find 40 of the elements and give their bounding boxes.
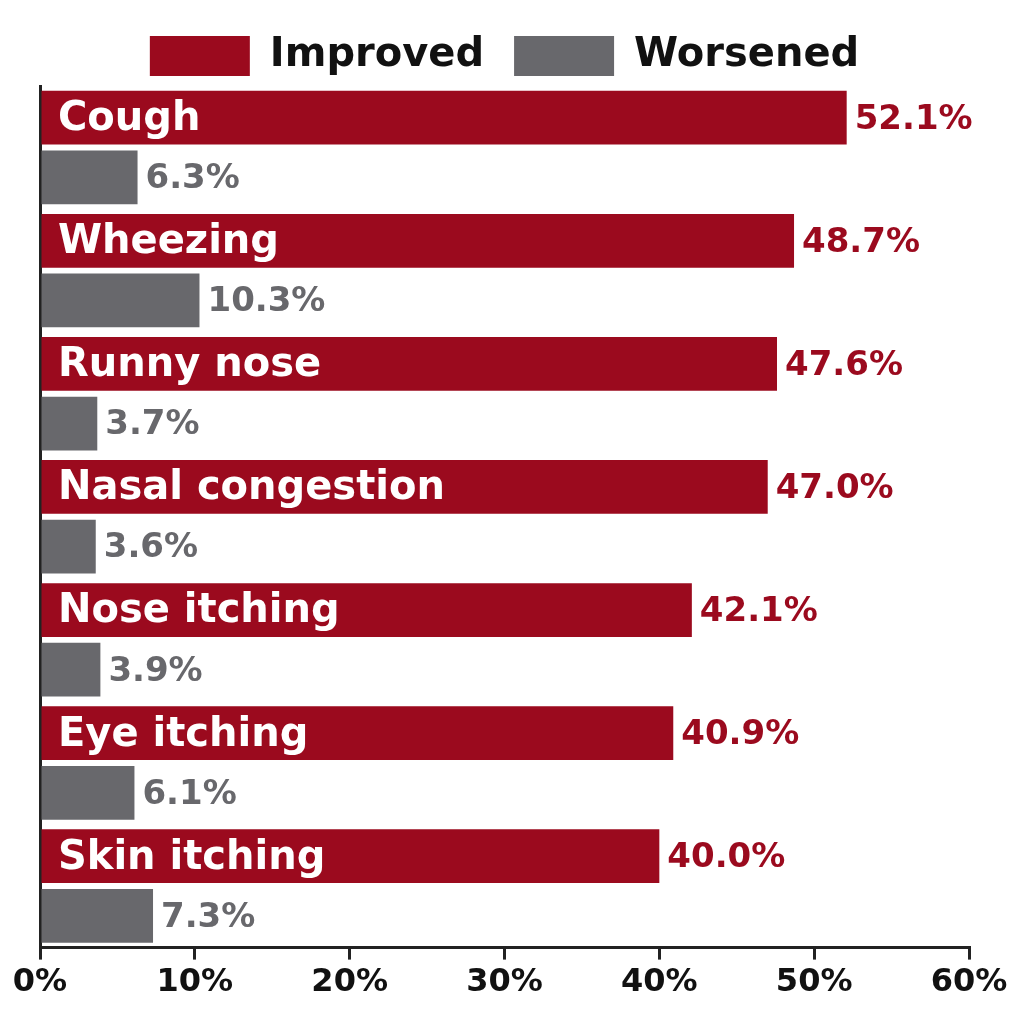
bar (41, 519, 96, 574)
data-label: 47.6% (785, 342, 903, 383)
x-tick-label: 0% (12, 961, 68, 1000)
data-label: 40.0% (667, 835, 786, 876)
legend-label: Improved (269, 29, 485, 76)
data-label: 3.9% (108, 648, 203, 689)
data-label: 42.1% (699, 588, 818, 629)
y-tick-label: Runny nose (58, 339, 322, 386)
y-tick-label: Nose itching (58, 585, 340, 632)
data-label: 40.9% (681, 711, 800, 752)
x-tick-label: 60% (930, 961, 1008, 1000)
data-label: 3.7% (105, 402, 200, 443)
x-tick-label: 30% (466, 961, 543, 1000)
data-label: 52.1% (854, 96, 973, 137)
bar (41, 889, 154, 943)
bar (41, 273, 200, 328)
bar (41, 642, 101, 697)
data-label: 47.0% (775, 465, 894, 506)
x-tick-label: 20% (311, 961, 388, 1000)
y-tick-label: Eye itching (58, 708, 309, 755)
y-tick-label: Cough (58, 93, 201, 140)
data-label: 3.6% (103, 525, 199, 566)
x-tick-label: 40% (621, 961, 698, 1000)
y-tick-label: Nasal congestion (58, 462, 445, 509)
bar (41, 90, 847, 145)
data-label: 48.7% (802, 219, 921, 260)
data-label: 7.3% (161, 894, 256, 935)
data-label: 6.3% (145, 156, 240, 197)
bar (41, 396, 98, 451)
legend-label: Worsened (634, 29, 860, 76)
y-tick-label: Wheezing (58, 216, 279, 263)
x-tick-label: 50% (775, 961, 853, 1000)
data-label: 6.1% (142, 771, 237, 812)
x-tick-label: 10% (156, 961, 234, 1000)
data-label: 10.3% (207, 279, 326, 320)
bar (41, 765, 135, 820)
bar (41, 150, 138, 205)
bar (41, 337, 778, 391)
bar (41, 213, 795, 268)
y-tick-label: Skin itching (58, 831, 326, 878)
